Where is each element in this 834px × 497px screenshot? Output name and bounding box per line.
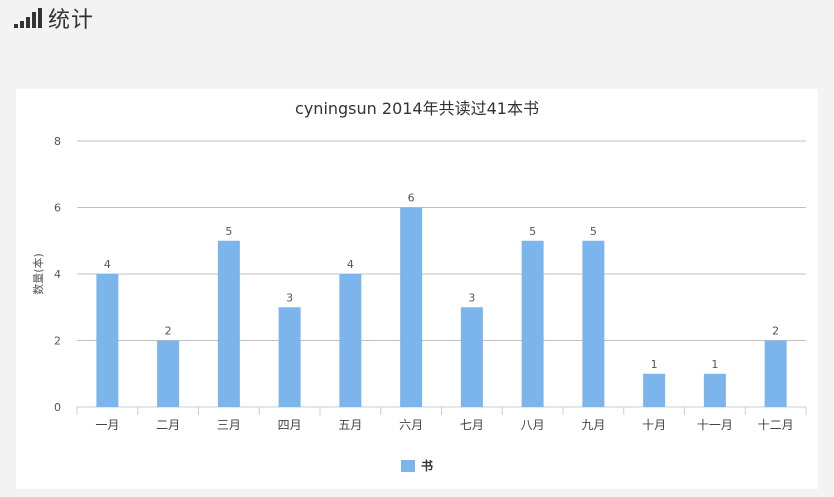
- x-tick-label: 二月: [156, 418, 180, 432]
- y-axis-title: 数量(本): [31, 253, 45, 295]
- data-label: 4: [347, 258, 354, 271]
- data-label: 6: [408, 192, 415, 205]
- data-label: 2: [165, 325, 172, 338]
- x-tick-label: 三月: [217, 418, 241, 432]
- bar[interactable]: [764, 340, 787, 408]
- signal-bars-icon: [14, 8, 42, 28]
- x-tick-label: 五月: [338, 418, 362, 432]
- bar[interactable]: [521, 240, 544, 407]
- chart-title: cyningsun 2014年共读过41本书: [295, 99, 539, 118]
- x-tick-label: 十月: [642, 418, 666, 432]
- x-tick-label: 九月: [581, 418, 605, 432]
- y-tick-label: 8: [54, 135, 61, 148]
- page-header: 统计: [14, 2, 94, 34]
- bar-chart: 0 2 4 6 8 数量(本) 4 一月 2 二月 5 三月 3 四月 4 五月 6 六月 3 七月 5 八月 5 九月 1 十月…: [31, 135, 807, 432]
- y-tick-label: 6: [54, 202, 61, 215]
- data-label: 5: [529, 225, 536, 238]
- legend-label: 书: [420, 459, 433, 473]
- chart-legend: 书: [16, 457, 818, 474]
- data-label: 3: [286, 291, 293, 304]
- chart-card: cyningsun 2014年共读过41本书 0 2 4 6 8 数量(本) 4 一月 2 二月 5…: [16, 89, 818, 489]
- x-tick-label: 六月: [399, 418, 423, 432]
- y-tick-label: 4: [54, 268, 61, 281]
- x-tick-label: 一月: [95, 418, 119, 432]
- bar[interactable]: [643, 373, 666, 407]
- legend-item-books[interactable]: 书: [400, 457, 433, 474]
- bar[interactable]: [582, 240, 605, 407]
- legend-swatch: [400, 459, 415, 472]
- data-label: 5: [225, 225, 232, 238]
- bar[interactable]: [460, 307, 483, 407]
- x-tick-label: 七月: [460, 418, 484, 432]
- bar[interactable]: [339, 274, 362, 407]
- y-tick-label: 0: [54, 401, 61, 414]
- bar[interactable]: [96, 274, 119, 407]
- page-title: 统计: [48, 8, 95, 33]
- bar[interactable]: [157, 340, 180, 408]
- x-tick-label: 十一月: [697, 418, 733, 432]
- data-label: 4: [104, 258, 111, 271]
- x-tick-label: 四月: [278, 418, 302, 432]
- bar[interactable]: [400, 207, 423, 408]
- bar[interactable]: [217, 240, 240, 407]
- y-tick-label: 2: [54, 335, 61, 348]
- data-label: 2: [772, 325, 779, 338]
- data-label: 5: [590, 225, 597, 238]
- bar[interactable]: [703, 373, 726, 407]
- bar[interactable]: [278, 307, 301, 407]
- x-tick-label: 八月: [521, 418, 545, 432]
- data-label: 3: [468, 291, 475, 304]
- x-tick-label: 十二月: [758, 418, 794, 432]
- data-label: 1: [651, 358, 658, 371]
- data-label: 1: [711, 358, 718, 371]
